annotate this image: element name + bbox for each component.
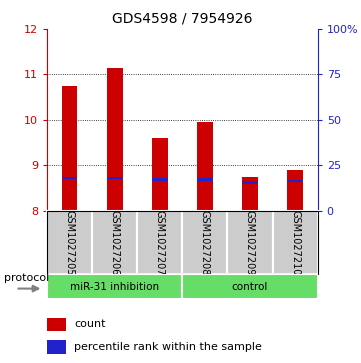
Bar: [47, 211, 92, 274]
Bar: [62, 177, 77, 179]
Text: GSM1027205: GSM1027205: [65, 209, 74, 275]
Text: miR-31 inhibition: miR-31 inhibition: [70, 282, 159, 292]
Bar: [107, 177, 122, 179]
Bar: [182, 274, 318, 299]
Text: GSM1027210: GSM1027210: [290, 209, 300, 275]
Bar: [152, 179, 168, 181]
Bar: [273, 211, 318, 274]
Bar: [197, 179, 213, 181]
Bar: [47, 318, 66, 331]
Bar: [62, 86, 77, 211]
Text: count: count: [74, 319, 105, 330]
Bar: [137, 211, 182, 274]
Title: GDS4598 / 7954926: GDS4598 / 7954926: [112, 11, 253, 25]
Bar: [197, 122, 213, 211]
Bar: [47, 274, 182, 299]
Bar: [242, 176, 258, 211]
Bar: [152, 138, 168, 211]
Text: GSM1027209: GSM1027209: [245, 209, 255, 275]
Text: GSM1027207: GSM1027207: [155, 209, 165, 275]
Bar: [182, 211, 227, 274]
Bar: [287, 170, 303, 211]
Bar: [107, 68, 122, 211]
Bar: [92, 211, 137, 274]
Bar: [242, 181, 258, 184]
Bar: [227, 211, 273, 274]
Bar: [287, 180, 303, 182]
Text: GSM1027208: GSM1027208: [200, 209, 210, 275]
Text: protocol: protocol: [4, 273, 49, 283]
Bar: [47, 340, 66, 354]
Text: control: control: [232, 282, 268, 292]
Text: GSM1027206: GSM1027206: [110, 209, 119, 275]
Text: percentile rank within the sample: percentile rank within the sample: [74, 342, 262, 352]
